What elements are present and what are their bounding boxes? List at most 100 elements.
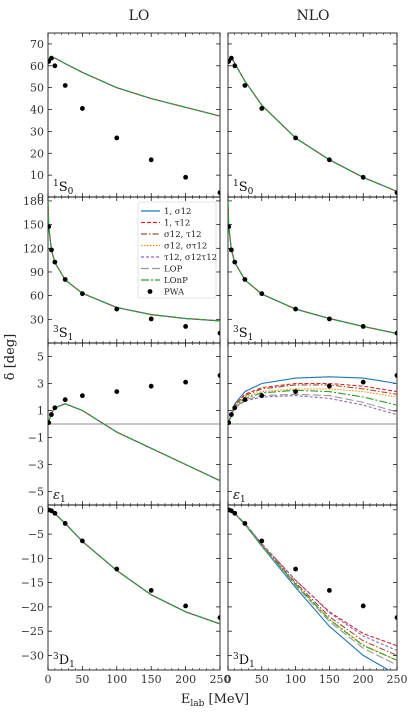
y-tick-label: 120 <box>23 242 44 255</box>
series-line <box>48 56 220 117</box>
y-tick-label: −30 <box>21 649 44 662</box>
pwa-point <box>242 397 248 403</box>
y-tick-label: −5 <box>28 486 44 499</box>
y-tick-label: 3 <box>37 378 44 391</box>
pwa-point <box>183 174 189 180</box>
panel-label-sub: 1 <box>69 660 75 670</box>
panels: 0102030405060701S01S03060901201501803S13… <box>21 32 408 686</box>
panel-label: ε1 <box>53 488 66 505</box>
series-line <box>228 200 397 335</box>
pwa-point <box>259 393 265 399</box>
pwa-point <box>259 291 265 297</box>
panel-label-main: D <box>59 653 69 668</box>
pwa-point <box>228 55 234 61</box>
y-tick-label: −20 <box>21 601 44 614</box>
legend-label: σ12, τ12 <box>164 230 202 240</box>
panel-label: 1S0 <box>53 179 74 197</box>
pwa-point <box>293 306 298 312</box>
series-line <box>228 56 397 192</box>
pwa-point <box>48 420 52 426</box>
x-tick-label: 150 <box>141 673 162 686</box>
pwa-point <box>183 603 189 609</box>
panel-3: 3S1 <box>227 196 398 344</box>
series-line <box>228 388 397 425</box>
pwa-point <box>62 521 68 526</box>
pwa-point <box>228 224 232 229</box>
panel-plot <box>48 373 220 482</box>
series-line <box>48 56 220 117</box>
pwa-point <box>52 259 58 265</box>
pwa-point <box>394 190 397 196</box>
pwa-point <box>80 393 85 399</box>
y-tick-label: 60 <box>30 290 44 303</box>
series-line <box>228 395 397 425</box>
y-tick-label: 180 <box>23 195 44 208</box>
y-tick-label: 150 <box>23 219 44 232</box>
series-line <box>228 509 397 666</box>
legend-box <box>137 201 217 299</box>
pwa-point <box>327 316 332 322</box>
panel-frame <box>47 32 221 198</box>
pwa-point <box>52 510 58 516</box>
panel-plot <box>228 507 397 670</box>
pwa-point <box>327 588 332 593</box>
panel-frame <box>227 196 398 344</box>
y-tick-label: 50 <box>30 82 44 95</box>
legend-marker <box>147 289 153 294</box>
y-tick-label: −5 <box>28 528 44 541</box>
x-tick-label: 200 <box>175 673 196 686</box>
pwa-point <box>232 259 238 265</box>
pwa-point <box>242 521 248 526</box>
legend-label: LOnP <box>164 276 188 286</box>
series-line <box>228 389 397 425</box>
pwa-point <box>49 55 54 61</box>
series-line <box>48 403 220 482</box>
pwa-point <box>62 397 68 403</box>
pwa-point <box>242 83 248 88</box>
series-line <box>228 509 397 656</box>
pwa-point <box>114 566 120 572</box>
pwa-point <box>293 389 298 394</box>
pwa-point <box>232 510 238 516</box>
series-line <box>228 509 397 647</box>
x-tick-label: 0 <box>225 673 232 686</box>
panel-label-main: ε <box>233 488 240 503</box>
y-tick-label: 40 <box>30 104 44 117</box>
panel-label-sup: 1 <box>233 179 239 189</box>
y-tick-label: 20 <box>30 147 44 160</box>
pwa-point <box>293 135 298 141</box>
pwa-point <box>52 405 58 411</box>
panel-frame <box>47 504 221 671</box>
panel-1: 1S0 <box>227 32 398 198</box>
y-tick-label: 70 <box>30 38 44 51</box>
series-line <box>228 509 397 652</box>
y-axis-label: δ [deg] <box>3 334 18 380</box>
panel-label-main: S <box>239 326 248 341</box>
pwa-point <box>183 379 189 385</box>
pwa-point <box>360 603 366 609</box>
panel-label: 3S1 <box>233 325 253 343</box>
pwa-point <box>48 224 52 229</box>
panel-label: ε1 <box>233 488 246 505</box>
pwa-point <box>259 538 265 544</box>
legend-label: 1, τ12 <box>164 219 190 229</box>
series-line <box>228 393 397 425</box>
panel-5: ε1 <box>227 342 398 506</box>
legend-label: τ12, σ12τ12 <box>164 253 217 263</box>
panel-label-main: S <box>59 326 68 341</box>
y-tick-label: 30 <box>30 125 44 138</box>
y-tick-label: −1 <box>28 432 44 445</box>
panel-plot <box>48 507 220 625</box>
panel-label: 1S0 <box>233 179 254 197</box>
legend-label: PWA <box>164 288 185 298</box>
series-line <box>228 384 397 425</box>
series-line <box>228 376 397 425</box>
panel-label: 3D1 <box>233 652 255 670</box>
y-tick-label: 0 <box>37 504 44 517</box>
legend-label: LOP <box>164 265 183 275</box>
pwa-point <box>228 412 234 417</box>
pwa-point <box>228 508 234 514</box>
